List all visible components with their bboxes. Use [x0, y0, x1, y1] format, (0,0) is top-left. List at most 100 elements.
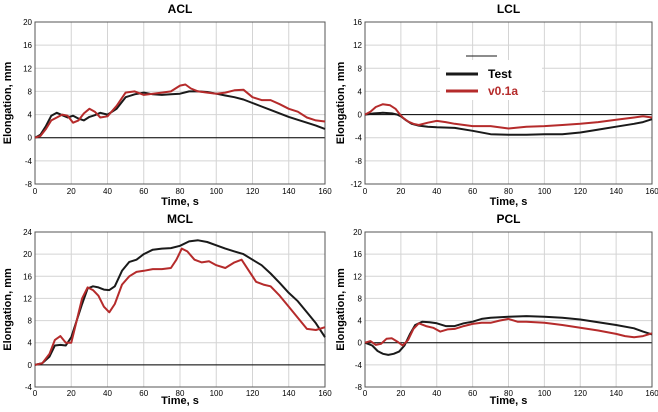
y-tick-label: 12 [353, 272, 362, 281]
y-tick-label: -4 [355, 134, 363, 143]
y-tick-label: -8 [355, 383, 363, 392]
series-line-test [364, 315, 653, 356]
y-axis-label: Elongation, mm [335, 268, 347, 351]
panel-title: PCL [497, 212, 521, 226]
y-axis-label: Elongation, mm [2, 268, 14, 351]
x-tick-label: 40 [432, 389, 441, 398]
x-tick-label: 120 [246, 187, 260, 196]
y-tick-label: 16 [23, 272, 32, 281]
y-tick-label: 20 [23, 18, 32, 27]
y-tick-label: 20 [23, 250, 32, 259]
x-tick-label: 160 [318, 389, 332, 398]
y-tick-label: -4 [25, 157, 33, 166]
x-tick-label: 0 [33, 389, 38, 398]
y-tick-label: 8 [28, 317, 33, 326]
x-tick-label: 100 [210, 187, 224, 196]
x-tick-label: 80 [176, 389, 185, 398]
x-tick-label: 100 [538, 187, 552, 196]
y-tick-label: 16 [353, 250, 362, 259]
x-tick-label: 0 [363, 389, 368, 398]
legend: Test v0.1a [440, 55, 542, 100]
y-tick-label: -4 [25, 383, 33, 392]
x-tick-label: 80 [176, 187, 185, 196]
x-tick-label: 60 [139, 187, 148, 196]
x-tick-label: 40 [432, 187, 441, 196]
y-tick-label: -4 [355, 361, 363, 370]
x-tick-label: 120 [574, 187, 588, 196]
y-tick-label: 4 [28, 111, 33, 120]
x-tick-label: 40 [103, 187, 112, 196]
x-tick-label: 140 [282, 187, 296, 196]
legend-box [440, 60, 542, 100]
y-tick-label: 12 [23, 64, 32, 73]
legend-entry-label: Test [488, 67, 512, 81]
y-axis-label: Elongation, mm [335, 62, 347, 145]
x-tick-label: 160 [318, 187, 332, 196]
panel-title: LCL [497, 2, 520, 16]
panel-title: ACL [168, 2, 193, 16]
y-tick-label: 20 [353, 228, 362, 237]
series-line-v0-1a [364, 103, 653, 130]
y-tick-label: 4 [358, 87, 363, 96]
x-tick-label: 20 [67, 187, 76, 196]
plot-frame [34, 231, 326, 388]
chart-panel-lcl: LCL 0 20 40 60 80 100 120 140 160 -12 -8 -4 0 4 8 12 16 Ti… [335, 2, 658, 208]
y-tick-label: 8 [28, 87, 33, 96]
x-tick-label: 0 [33, 187, 38, 196]
y-tick-label: -12 [350, 180, 362, 189]
y-tick-label: 0 [28, 134, 33, 143]
chart-panel-pcl: PCL 0 20 40 60 80 100 120 140 160 -8 -4 0 4 8 12 16 20 Tim… [335, 212, 658, 407]
x-tick-label: 140 [282, 389, 296, 398]
x-tick-label: 20 [396, 187, 405, 196]
y-tick-label: 16 [353, 18, 362, 27]
plot-frame [364, 231, 653, 388]
x-tick-label: 40 [103, 389, 112, 398]
x-tick-label: 160 [645, 187, 658, 196]
plot-frame [364, 21, 653, 185]
x-tick-label: 140 [609, 187, 623, 196]
x-axis-label: Time, s [161, 395, 199, 407]
x-tick-label: 160 [645, 389, 658, 398]
y-tick-label: 12 [353, 41, 362, 50]
x-tick-label: 80 [504, 389, 513, 398]
y-tick-label: 0 [28, 361, 33, 370]
legend-entry-label: v0.1a [488, 84, 518, 98]
y-tick-label: 8 [358, 64, 363, 73]
x-tick-label: 20 [396, 389, 405, 398]
x-tick-label: 120 [574, 389, 588, 398]
x-axis-label: Time, s [161, 196, 199, 208]
y-tick-label: 0 [358, 339, 363, 348]
series-line-v0-1a [34, 247, 326, 366]
x-tick-label: 60 [139, 389, 148, 398]
x-tick-label: 60 [468, 187, 477, 196]
x-tick-label: 100 [538, 389, 552, 398]
y-tick-label: 4 [358, 317, 363, 326]
plot-frame [34, 21, 326, 185]
x-tick-label: 80 [504, 187, 513, 196]
x-axis-label: Time, s [490, 395, 528, 407]
y-axis-label: Elongation, mm [2, 62, 14, 145]
y-tick-label: 0 [358, 111, 363, 120]
x-tick-label: 140 [609, 389, 623, 398]
y-tick-label: -8 [355, 157, 363, 166]
series-line-v0-1a [364, 317, 653, 347]
x-tick-label: 120 [246, 389, 260, 398]
series-line-test [364, 111, 653, 136]
y-tick-label: 24 [23, 228, 32, 237]
x-tick-label: 100 [210, 389, 224, 398]
x-tick-label: 20 [67, 389, 76, 398]
y-tick-label: 12 [23, 294, 32, 303]
x-axis-label: Time, s [490, 196, 528, 208]
y-tick-label: 8 [358, 294, 363, 303]
chart-panel-acl: ACL 0 20 40 60 80 100 120 140 160 -8 -4 0 4 8 12 16 20 Tim… [2, 2, 332, 208]
y-tick-label: 16 [23, 41, 32, 50]
x-tick-label: 60 [468, 389, 477, 398]
series-line-v0-1a [34, 83, 326, 139]
y-tick-label: 4 [28, 339, 33, 348]
y-tick-label: -8 [25, 180, 33, 189]
panel-title: MCL [167, 212, 193, 226]
x-tick-label: 0 [363, 187, 368, 196]
